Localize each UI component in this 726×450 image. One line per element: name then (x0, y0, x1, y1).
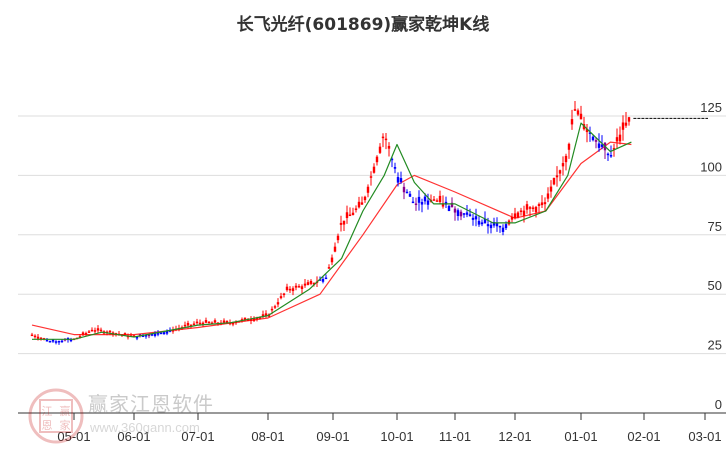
svg-text:11-01: 11-01 (439, 429, 471, 444)
svg-text:75: 75 (708, 219, 722, 234)
svg-text:25: 25 (708, 338, 722, 353)
y-axis-labels: 0 25 50 75 100 125 (700, 100, 722, 412)
candlesticks (30, 100, 631, 345)
svg-text:09-01: 09-01 (316, 429, 349, 444)
svg-text:12-01: 12-01 (498, 429, 531, 444)
svg-text:02-01: 02-01 (627, 429, 660, 444)
svg-text:0: 0 (715, 397, 722, 412)
watermark-url: www.360gann.com (90, 420, 200, 435)
svg-text:125: 125 (700, 100, 722, 115)
watermark-brand: 赢家江恩软件 (88, 392, 214, 416)
ma-long-line (31, 141, 632, 336)
svg-text:50: 50 (708, 278, 722, 293)
svg-text:01-01: 01-01 (564, 429, 597, 444)
svg-text:07-01: 07-01 (181, 429, 214, 444)
chart-title: 长飞光纤(601869)赢家乾坤K线 (236, 15, 490, 35)
svg-text:08-01: 08-01 (251, 429, 284, 444)
svg-text:03-01: 03-01 (688, 429, 721, 444)
svg-text:05-01: 05-01 (57, 429, 90, 444)
svg-text:100: 100 (700, 159, 722, 174)
svg-text:06-01: 06-01 (117, 429, 150, 444)
svg-text:10-01: 10-01 (380, 429, 413, 444)
x-axis-labels: 05-01 06-01 07-01 08-01 09-01 10-01 11-01 12-01… (57, 429, 721, 444)
x-axis (18, 412, 726, 420)
ma-short-line (32, 122, 632, 340)
gridlines (18, 115, 726, 355)
